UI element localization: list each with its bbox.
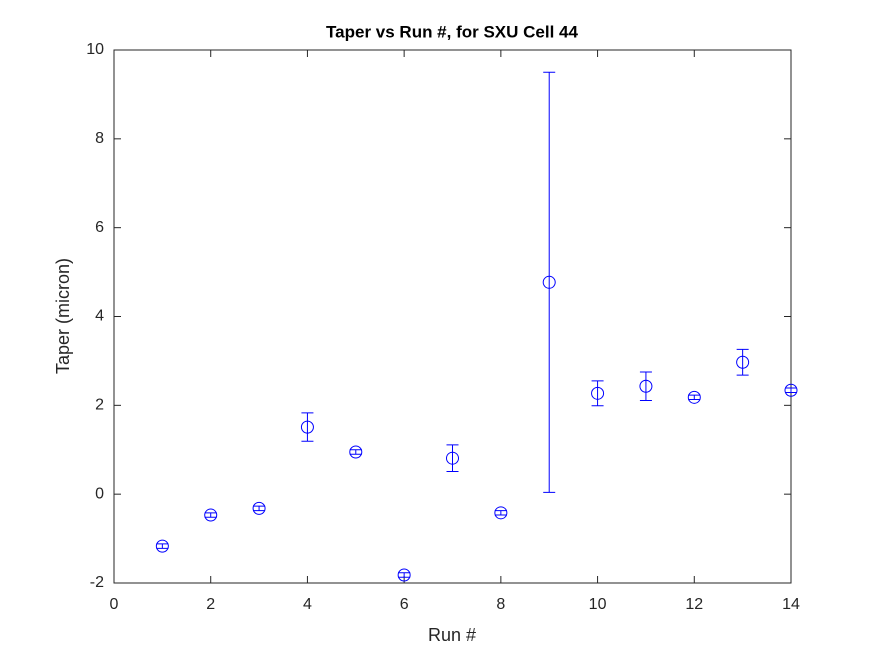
x-tick-label: 6 (400, 596, 409, 613)
axes-box (113, 49, 792, 584)
y-tick-label: 10 (86, 41, 104, 58)
y-tick-label: 6 (95, 219, 104, 236)
error-bar (785, 387, 797, 393)
error-bar (591, 380, 604, 407)
x-tick-label: 12 (685, 596, 703, 613)
data-point (349, 445, 363, 459)
error-bar (446, 444, 459, 473)
y-axis-label: Taper (micron) (53, 258, 73, 374)
data-point (736, 355, 750, 369)
x-tick-label: 2 (206, 596, 215, 613)
data-point (784, 383, 798, 397)
error-bar (156, 543, 169, 549)
error-bar (494, 510, 507, 516)
error-bar (736, 348, 749, 376)
y-tick-label: -2 (90, 574, 104, 591)
x-tick-label: 8 (496, 596, 505, 613)
error-bar (204, 512, 217, 518)
x-axis-label: Run # (428, 625, 476, 645)
chart-title: Taper vs Run #, for SXU Cell 44 (326, 22, 578, 41)
x-tick-label: 4 (303, 596, 312, 613)
error-bar (639, 371, 652, 401)
error-bar (398, 572, 411, 578)
data-point (252, 501, 266, 515)
error-bar (253, 505, 266, 512)
x-tick-label: 14 (782, 596, 800, 613)
error-bar (688, 394, 701, 401)
data-point (639, 379, 653, 393)
y-tick-label: 2 (95, 397, 104, 414)
error-bar (349, 449, 362, 455)
error-bar (543, 71, 556, 493)
y-tick-label: 4 (95, 308, 104, 325)
data-point (204, 508, 218, 522)
x-tick-label: 0 (110, 596, 119, 613)
data-point (300, 420, 314, 434)
y-tick-label: 0 (95, 485, 104, 502)
data-point (591, 386, 605, 400)
error-bar (301, 412, 314, 442)
data-point (542, 275, 556, 289)
data-point (397, 568, 411, 582)
data-point (446, 451, 459, 465)
data-point (155, 539, 169, 553)
data-point (687, 390, 701, 404)
data-point (494, 506, 508, 520)
y-tick-label: 8 (95, 130, 104, 147)
x-tick-label: 10 (589, 596, 607, 613)
